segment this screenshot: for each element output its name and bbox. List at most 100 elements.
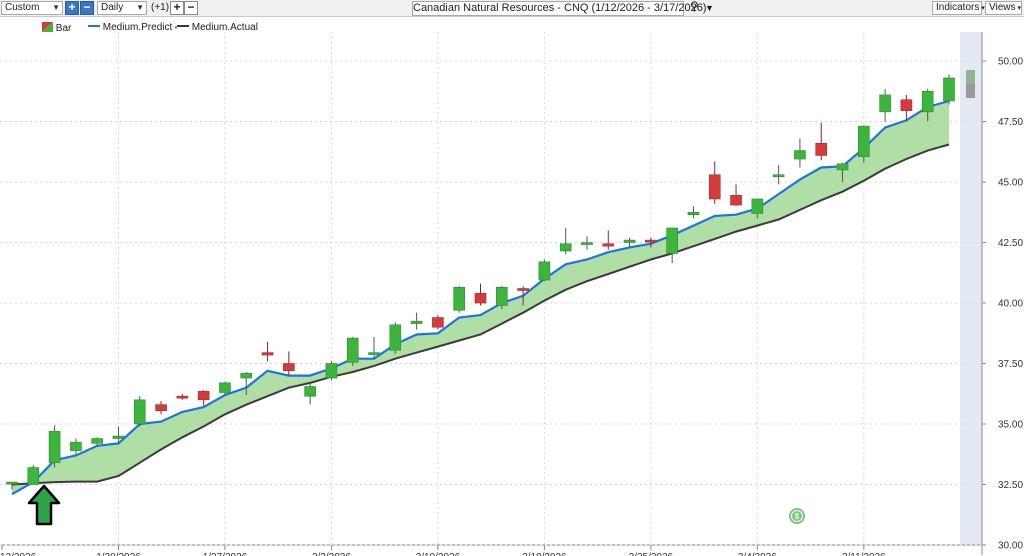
candle: [48, 425, 61, 468]
candle-body: [815, 143, 828, 156]
legend-predict-label: Medium.Predict: [102, 22, 173, 33]
candle-body: [219, 382, 231, 393]
candle-body: [730, 195, 742, 206]
candle-body: [70, 441, 82, 451]
period-select[interactable]: Daily ▼: [97, 1, 147, 15]
candle: [410, 312, 423, 330]
candle-body: [836, 163, 849, 171]
y-tick-label: 37.50: [998, 359, 1023, 370]
y-tick-label: 45.00: [998, 178, 1023, 189]
candle-body: [304, 386, 316, 397]
x-tick-label: 2/18/2026: [522, 552, 567, 556]
predict-legend-icon: [88, 25, 100, 27]
x-tick-label: 12/2026: [0, 552, 37, 556]
candle-body: [91, 438, 103, 444]
candle: [176, 393, 189, 400]
period-select-value: Daily: [101, 2, 124, 13]
forecast-zone: [960, 32, 982, 545]
candle: [495, 286, 508, 310]
candle-body: [325, 363, 338, 379]
forecast-candle: [966, 70, 975, 98]
candle-body: [453, 286, 466, 311]
price-chart[interactable]: 30.00 32.50 35.00 37.50 40.00 42.50 45.00 47.50…: [0, 18, 1024, 556]
views-button[interactable]: Views ▾: [985, 1, 1022, 15]
candle: [581, 236, 593, 250]
candle-body: [751, 198, 764, 214]
candle: [708, 161, 721, 204]
candle-body: [112, 435, 125, 439]
legend-bar: Bar: [42, 22, 71, 35]
x-axis: 12/2026 1/20/2026 1/27/2026 2/3/2026 2/10/20…: [0, 545, 886, 556]
legend-actual-label: Medium.Actual: [191, 22, 258, 33]
offset-decrease-button[interactable]: −: [184, 1, 198, 15]
candle-body: [495, 286, 508, 306]
candle: [772, 165, 785, 185]
candle: [346, 336, 359, 366]
indicators-label: Indicators: [936, 2, 980, 13]
candle-body: [538, 261, 551, 281]
chevron-down-icon: ▼: [52, 3, 60, 12]
candle-body: [389, 324, 402, 351]
search-icon[interactable]: ⚲: [690, 0, 699, 13]
actual-line: [11, 143, 950, 486]
candle-body: [197, 391, 210, 401]
candle: [687, 206, 700, 219]
range-select[interactable]: Custom ▼: [1, 1, 63, 15]
dividend-icon[interactable]: $: [789, 508, 805, 524]
candle-body: [155, 404, 167, 412]
x-tick-label: 3/11/2026: [842, 552, 886, 556]
legend-bar-label: Bar: [55, 23, 72, 34]
candles: [6, 74, 955, 490]
candle-body: [879, 94, 891, 113]
candle-body: [921, 90, 934, 113]
candle-body: [432, 317, 444, 328]
x-tick-label: 3/4/2026: [738, 552, 777, 556]
candle: [453, 286, 466, 313]
candle: [70, 438, 82, 456]
candle: [602, 230, 615, 250]
candle: [943, 74, 955, 105]
candle: [261, 341, 274, 362]
x-tick-label: 1/27/2026: [203, 552, 248, 556]
candle: [623, 237, 636, 248]
predict-line: [11, 99, 950, 496]
candle-body: [645, 239, 657, 243]
candle-body: [623, 239, 636, 243]
candle: [559, 228, 572, 255]
candle-body: [133, 399, 146, 425]
candle-body: [517, 288, 529, 291]
candle: [27, 465, 40, 485]
legend-predict: Medium.Predict •: [88, 22, 177, 34]
y-tick-label: 40.00: [998, 299, 1023, 310]
candle: [879, 88, 891, 122]
y-tick-label: 47.50: [998, 117, 1023, 128]
candle: [751, 198, 764, 219]
candle-body: [410, 320, 423, 324]
legend-actual: Medium.Actual: [177, 22, 258, 34]
svg-text:$: $: [795, 512, 800, 521]
indicators-button[interactable]: Indicators ▾: [932, 1, 985, 15]
candle: [325, 361, 338, 381]
chevron-down-icon[interactable]: ▼: [705, 3, 714, 13]
candle-body: [176, 395, 189, 399]
indicator-lines: [11, 99, 950, 496]
candle-body: [708, 174, 721, 200]
symbol-title-box[interactable]: Canadian Natural Resources - CNQ (1/12/2…: [412, 1, 707, 16]
zoom-out-button[interactable]: −: [80, 1, 94, 15]
candle: [794, 138, 806, 168]
y-tick-label: 32.50: [998, 480, 1023, 491]
x-tick-label: 2/25/2026: [629, 552, 674, 556]
candle: [900, 94, 913, 122]
candle: [921, 88, 934, 122]
zoom-in-button[interactable]: +: [65, 1, 79, 15]
candle-body: [240, 372, 253, 379]
x-tick-label: 1/20/2026: [96, 552, 141, 556]
chart-toolbar: Custom ▼ + − Daily ▼ (+1) + − Canadian N…: [0, 0, 1024, 17]
candle-body: [772, 174, 785, 178]
range-select-value: Custom: [5, 2, 40, 13]
band-fill: [12, 101, 949, 495]
candle: [389, 322, 402, 354]
candle: [283, 351, 295, 376]
candle-body: [666, 227, 678, 254]
offset-increase-button[interactable]: +: [170, 1, 184, 15]
